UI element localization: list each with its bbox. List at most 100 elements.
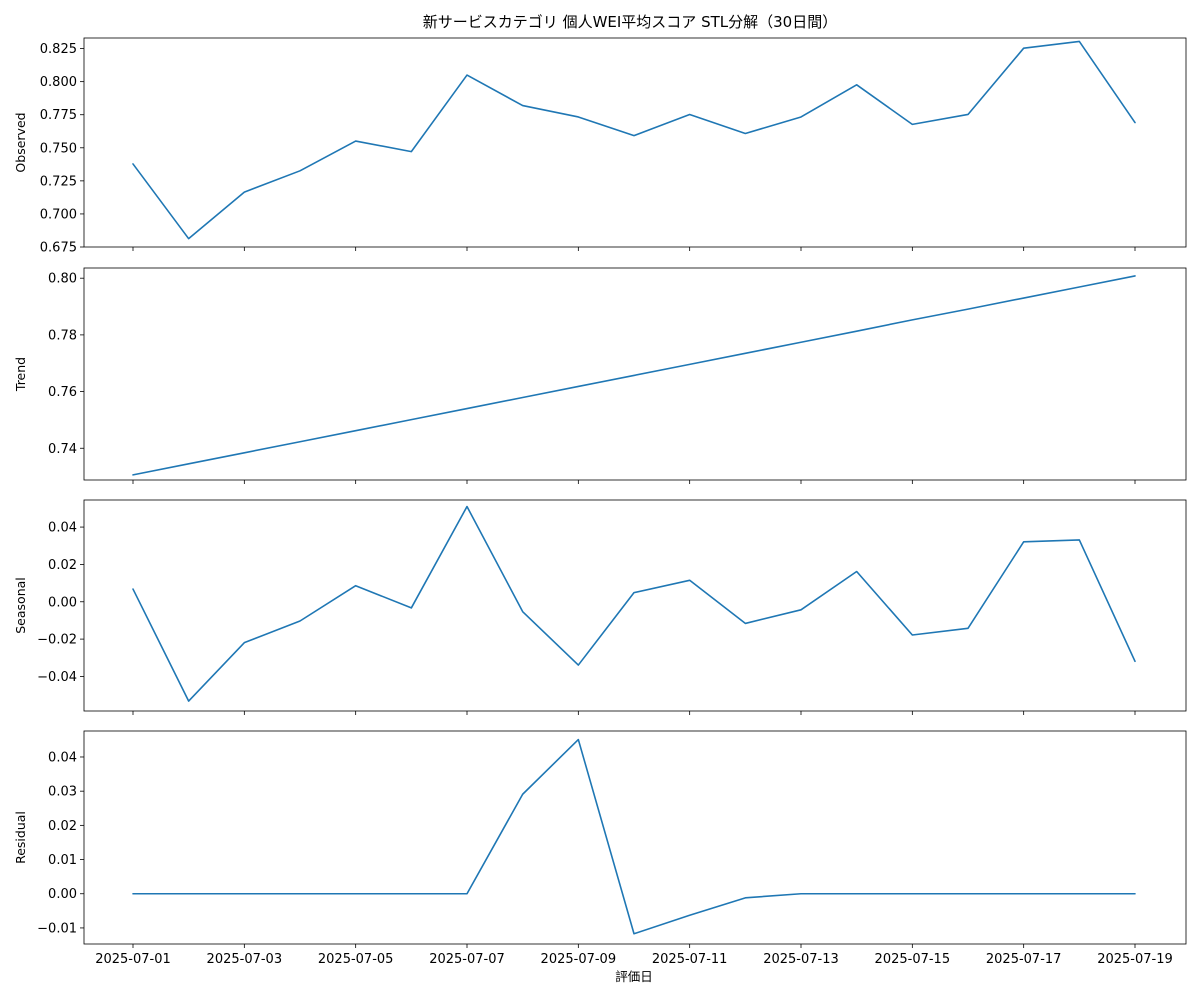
data-point — [410, 893, 412, 895]
data-point — [967, 308, 969, 310]
y-tick-label: 0.76 — [48, 385, 77, 400]
data-point — [577, 116, 579, 118]
data-point — [466, 505, 468, 507]
y-tick-label: 0.800 — [40, 75, 77, 90]
data-point — [744, 132, 746, 134]
data-point — [1134, 275, 1136, 277]
trend-series-line — [132, 275, 1136, 476]
data-point — [466, 407, 468, 409]
data-point — [800, 609, 802, 611]
data-point — [187, 237, 189, 239]
data-point — [855, 893, 857, 895]
y-tick-label: 0.04 — [48, 521, 77, 536]
y-axis-label: Trend — [13, 357, 28, 392]
axes-frame — [83, 499, 1187, 712]
y-tick-label: 0.700 — [40, 207, 77, 222]
data-point — [1022, 541, 1024, 543]
data-point — [1078, 286, 1080, 288]
data-point — [243, 893, 245, 895]
data-point — [132, 163, 134, 165]
x-tick-label: 2025-07-03 — [207, 952, 283, 967]
residual-series-line — [132, 738, 1136, 935]
data-point — [967, 893, 969, 895]
data-point — [1134, 893, 1136, 895]
chart-title: 新サービスカテゴリ 個人WEI平均スコア STL分解（30日間） — [423, 13, 837, 31]
x-tick-label: 2025-07-19 — [1097, 952, 1173, 967]
seasonal-series-line — [132, 505, 1136, 702]
data-point — [132, 588, 134, 590]
y-tick-label: −0.04 — [37, 670, 77, 685]
y-axis-label: Observed — [13, 112, 28, 172]
data-point — [911, 634, 913, 636]
data-point — [521, 104, 523, 106]
data-point — [633, 134, 635, 136]
data-point — [132, 474, 134, 476]
data-point — [855, 570, 857, 572]
data-point — [688, 363, 690, 365]
panel-observed: 0.675 0.700 0.725 0.750 0.775 0.800 0.825 Obser… — [13, 37, 1187, 256]
data-point — [967, 627, 969, 629]
panel-trend: 0.74 0.76 0.78 0.80 Trend — [13, 267, 1187, 484]
data-point — [410, 150, 412, 152]
y-tick-label: 0.04 — [48, 750, 77, 765]
data-point — [1022, 297, 1024, 299]
data-point — [911, 123, 913, 125]
data-point — [521, 793, 523, 795]
axes-frame — [83, 37, 1187, 248]
data-point — [243, 191, 245, 193]
data-point — [1022, 893, 1024, 895]
data-point — [911, 893, 913, 895]
data-point — [744, 897, 746, 899]
data-point — [187, 893, 189, 895]
data-point — [1134, 660, 1136, 662]
data-point — [688, 579, 690, 581]
x-tick-label: 2025-07-09 — [541, 952, 617, 967]
data-point — [577, 664, 579, 666]
y-tick-label: 0.750 — [40, 141, 77, 156]
y-axis-label: Residual — [13, 811, 28, 864]
data-point — [354, 140, 356, 142]
data-point — [577, 738, 579, 740]
y-tick-label: 0.02 — [48, 558, 77, 573]
x-tick-label: 2025-07-07 — [429, 952, 505, 967]
data-point — [299, 620, 301, 622]
data-point — [521, 610, 523, 612]
data-point — [800, 341, 802, 343]
data-point — [1078, 539, 1080, 541]
data-point — [855, 84, 857, 86]
data-point — [633, 591, 635, 593]
data-point — [688, 113, 690, 115]
data-point — [187, 700, 189, 702]
y-tick-label: −0.01 — [37, 921, 77, 936]
y-tick-label: 0.01 — [48, 853, 77, 868]
data-point — [800, 116, 802, 118]
y-tick-label: 0.02 — [48, 819, 77, 834]
data-point — [466, 74, 468, 76]
panel-residual: −0.01 0.00 0.01 0.02 0.03 0.04 Residual 2025-07… — [13, 730, 1187, 967]
data-point — [1022, 47, 1024, 49]
y-tick-label: 0.00 — [48, 595, 77, 610]
x-tick-label: 2025-07-01 — [95, 952, 171, 967]
data-point — [967, 113, 969, 115]
y-axis-label: Seasonal — [13, 577, 28, 634]
data-point — [800, 893, 802, 895]
y-tick-label: 0.03 — [48, 785, 77, 800]
data-point — [1078, 893, 1080, 895]
data-point — [410, 418, 412, 420]
data-point — [633, 374, 635, 376]
y-tick-label: 0.80 — [48, 272, 77, 287]
x-tick-label: 2025-07-13 — [763, 952, 839, 967]
x-tick-label: 2025-07-15 — [875, 952, 951, 967]
axes-frame — [83, 730, 1187, 945]
data-point — [1078, 40, 1080, 42]
data-point — [744, 352, 746, 354]
y-tick-label: 0.675 — [40, 241, 77, 256]
x-axis-label: 評価日 — [615, 969, 653, 984]
data-point — [243, 641, 245, 643]
data-point — [354, 585, 356, 587]
data-point — [521, 396, 523, 398]
x-tick-label: 2025-07-11 — [652, 952, 728, 967]
data-point — [299, 170, 301, 172]
data-point — [1134, 121, 1136, 123]
